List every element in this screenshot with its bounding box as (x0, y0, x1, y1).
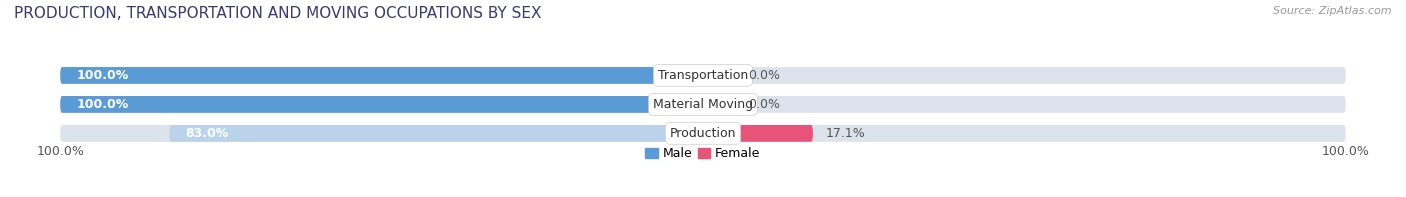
Text: 100.0%: 100.0% (1322, 145, 1369, 158)
Legend: Male, Female: Male, Female (641, 142, 765, 165)
Text: 0.0%: 0.0% (748, 98, 780, 111)
Text: 83.0%: 83.0% (186, 127, 229, 140)
Text: Material Moving: Material Moving (652, 98, 754, 111)
Text: 17.1%: 17.1% (825, 127, 866, 140)
FancyBboxPatch shape (60, 125, 1346, 142)
FancyBboxPatch shape (703, 96, 735, 113)
Text: 0.0%: 0.0% (748, 69, 780, 82)
Text: PRODUCTION, TRANSPORTATION AND MOVING OCCUPATIONS BY SEX: PRODUCTION, TRANSPORTATION AND MOVING OC… (14, 6, 541, 21)
Text: 100.0%: 100.0% (76, 69, 128, 82)
Text: 100.0%: 100.0% (76, 98, 128, 111)
FancyBboxPatch shape (60, 96, 1346, 113)
Text: Source: ZipAtlas.com: Source: ZipAtlas.com (1274, 6, 1392, 16)
FancyBboxPatch shape (60, 67, 703, 84)
Text: Transportation: Transportation (658, 69, 748, 82)
FancyBboxPatch shape (703, 67, 735, 84)
FancyBboxPatch shape (60, 96, 703, 113)
FancyBboxPatch shape (60, 67, 1346, 84)
Text: Production: Production (669, 127, 737, 140)
FancyBboxPatch shape (170, 125, 703, 142)
FancyBboxPatch shape (703, 125, 813, 142)
Text: 100.0%: 100.0% (37, 145, 84, 158)
